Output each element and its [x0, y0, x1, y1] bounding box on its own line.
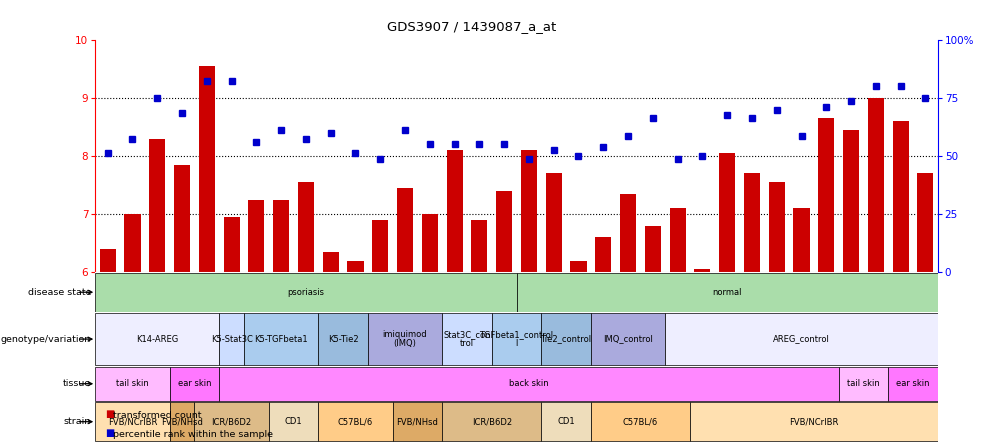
Text: ear skin: ear skin — [896, 379, 929, 388]
Bar — [743, 174, 760, 272]
Bar — [917, 174, 933, 272]
Text: CD1: CD1 — [557, 417, 574, 426]
Bar — [693, 269, 709, 272]
Text: ICR/B6D2: ICR/B6D2 — [211, 417, 252, 426]
Bar — [768, 182, 784, 272]
Text: K5-Stat3C: K5-Stat3C — [210, 335, 253, 344]
Bar — [541, 313, 590, 365]
Bar — [318, 402, 392, 441]
Text: AREG_control: AREG_control — [773, 335, 829, 344]
Bar — [496, 191, 512, 272]
Bar — [173, 165, 190, 272]
Bar — [793, 208, 809, 272]
Bar — [323, 252, 339, 272]
Bar — [347, 261, 363, 272]
Bar — [392, 402, 442, 441]
Text: CD1: CD1 — [285, 417, 302, 426]
Text: FVB/NCrIBR: FVB/NCrIBR — [107, 417, 157, 426]
Bar — [446, 150, 462, 272]
Bar — [718, 153, 734, 272]
Bar — [442, 402, 541, 441]
Bar — [368, 313, 442, 365]
Bar — [95, 313, 219, 365]
Text: ear skin: ear skin — [177, 379, 211, 388]
Bar — [867, 98, 883, 272]
Text: K5-TGFbeta1: K5-TGFbeta1 — [255, 335, 308, 344]
Text: ICR/B6D2: ICR/B6D2 — [471, 417, 511, 426]
Bar — [269, 402, 318, 441]
Bar — [818, 118, 834, 272]
Bar — [590, 402, 689, 441]
Bar — [570, 261, 586, 272]
Text: C57BL/6: C57BL/6 — [622, 417, 657, 426]
Bar — [95, 273, 516, 312]
Bar — [842, 130, 859, 272]
Text: tail skin: tail skin — [116, 379, 148, 388]
Bar — [149, 139, 165, 272]
Bar — [169, 402, 194, 441]
Bar — [298, 182, 314, 272]
Text: imiquimod
(IMQ): imiquimod (IMQ) — [383, 330, 427, 349]
Bar — [99, 249, 115, 272]
Bar — [442, 313, 491, 365]
Text: TGFbeta1_control
l: TGFbeta1_control l — [479, 330, 553, 349]
Bar — [541, 402, 590, 441]
Text: transformed count: transformed count — [113, 411, 201, 420]
Bar — [422, 214, 438, 272]
Bar — [664, 313, 937, 365]
Bar — [471, 220, 487, 272]
Text: GDS3907 / 1439087_a_at: GDS3907 / 1439087_a_at — [387, 20, 555, 33]
Bar — [516, 273, 937, 312]
Bar — [194, 402, 269, 441]
Text: K14-AREG: K14-AREG — [136, 335, 178, 344]
Bar — [372, 220, 388, 272]
Text: tail skin: tail skin — [847, 379, 879, 388]
Bar — [95, 402, 169, 441]
Text: FVB/NCrIBR: FVB/NCrIBR — [789, 417, 838, 426]
Bar — [590, 313, 664, 365]
Bar — [491, 313, 541, 365]
Bar — [243, 313, 318, 365]
Bar — [644, 226, 660, 272]
Text: IMQ_control: IMQ_control — [602, 335, 652, 344]
Text: genotype/variation: genotype/variation — [1, 335, 91, 344]
Text: ■: ■ — [105, 428, 114, 438]
Bar — [838, 367, 888, 401]
Bar — [223, 217, 239, 272]
Bar — [124, 214, 140, 272]
Text: Tie2_control: Tie2_control — [540, 335, 591, 344]
Bar — [892, 121, 908, 272]
Bar — [169, 367, 219, 401]
Bar — [95, 367, 169, 401]
Text: percentile rank within the sample: percentile rank within the sample — [113, 430, 274, 439]
Bar — [689, 402, 937, 441]
Text: back skin: back skin — [509, 379, 548, 388]
Text: C57BL/6: C57BL/6 — [338, 417, 373, 426]
Bar — [545, 174, 561, 272]
Bar — [219, 367, 838, 401]
Text: disease state: disease state — [27, 288, 91, 297]
Bar — [520, 150, 536, 272]
Text: normal: normal — [711, 288, 741, 297]
Bar — [888, 367, 937, 401]
Text: FVB/NHsd: FVB/NHsd — [396, 417, 438, 426]
Bar — [248, 199, 265, 272]
Bar — [318, 313, 368, 365]
Text: Stat3C_con
trol: Stat3C_con trol — [443, 330, 490, 349]
Bar — [669, 208, 685, 272]
Bar — [397, 188, 413, 272]
Text: K5-Tie2: K5-Tie2 — [328, 335, 358, 344]
Text: ■: ■ — [105, 408, 114, 419]
Bar — [273, 199, 289, 272]
Bar — [198, 66, 214, 272]
Bar — [594, 237, 611, 272]
Text: FVB/NHsd: FVB/NHsd — [161, 417, 202, 426]
Text: tissue: tissue — [63, 379, 91, 388]
Text: strain: strain — [64, 417, 91, 426]
Bar — [219, 313, 243, 365]
Text: psoriasis: psoriasis — [288, 288, 324, 297]
Bar — [619, 194, 635, 272]
